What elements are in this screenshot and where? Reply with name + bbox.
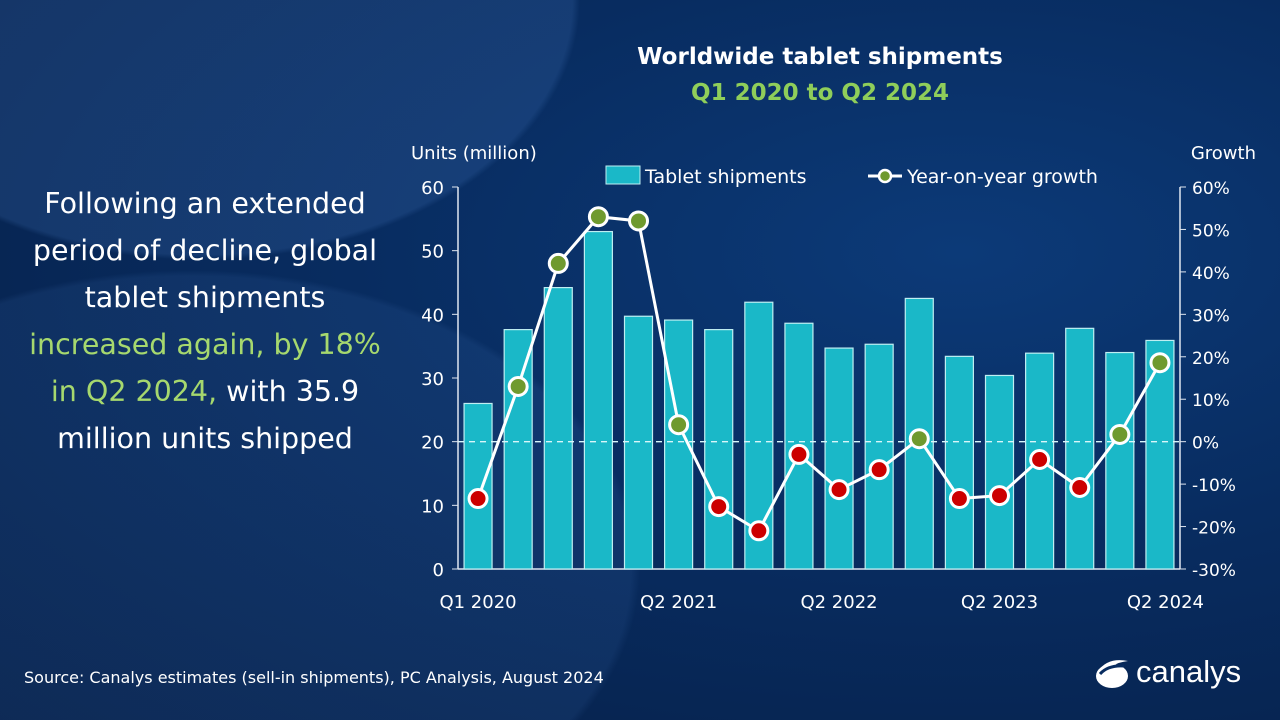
source-note: Source: Canalys estimates (sell-in shipm… [24, 668, 604, 687]
bar-q2-2020 [503, 329, 533, 570]
right-tick-label: 40% [1192, 264, 1230, 284]
growth-point-q2-2022 [828, 479, 850, 501]
headline-highlight: increased again, by 18% in Q2 2024, [29, 328, 381, 408]
right-tick-label: -10% [1192, 476, 1236, 496]
right-tick-label: 60% [1192, 179, 1230, 199]
growth-point-q3-2023 [1029, 448, 1051, 470]
chart-subtitle: Q1 2020 to Q2 2024 [691, 80, 949, 106]
bar-q2-2022 [824, 347, 854, 570]
growth-point-q2-2024 [1149, 352, 1171, 374]
legend-bar-swatch [605, 165, 641, 185]
bar-q1-2021 [623, 315, 654, 570]
growth-point-q2-2020 [507, 375, 529, 397]
growth-point-q4-2022 [908, 428, 930, 450]
growth-point-q1-2021 [628, 210, 649, 232]
growth-point-q1-2024 [1109, 423, 1131, 445]
right-tick-label: 30% [1192, 306, 1230, 326]
growth-point-q1-2020 [467, 488, 489, 510]
right-tick-label: 10% [1192, 391, 1230, 411]
headline-text: Following an extended period of decline,… [20, 180, 390, 462]
x-tick-label: Q1 2020 [439, 592, 516, 613]
x-tick-label: Q2 2021 [640, 592, 717, 613]
growth-point-q2-2021 [668, 414, 690, 436]
bar-q1-2020 [463, 402, 493, 570]
x-tick-label: Q2 2022 [800, 592, 877, 613]
bar-q1-2024 [1105, 351, 1135, 570]
growth-line [476, 215, 1162, 533]
growth-point-q1-2023 [948, 488, 970, 510]
growth-point-q4-2021 [748, 520, 770, 542]
left-tick-label: 0 [433, 560, 444, 581]
growth-point-q4-2020 [587, 206, 609, 228]
bar-q3-2020 [543, 286, 573, 570]
bar-q4-2020 [583, 230, 613, 570]
right-tick-label: 20% [1192, 349, 1230, 369]
x-tick-label: Q2 2024 [1127, 592, 1204, 613]
growth-point-q3-2022 [868, 459, 890, 481]
right-tick-label: 0% [1192, 434, 1219, 454]
right-tick-label: -30% [1192, 561, 1236, 581]
x-tick-label: Q2 2023 [961, 592, 1038, 613]
left-tick-label: 30 [421, 369, 444, 390]
growth-point-q2-2023 [989, 485, 1010, 507]
logo-text: canalys [1136, 654, 1242, 689]
canalys-logo-icon [1096, 660, 1128, 688]
bar-q3-2021 [704, 329, 734, 570]
bar-q4-2023 [1065, 327, 1095, 570]
left-tick-label: 50 [421, 242, 444, 263]
left-tick-label: 20 [421, 433, 444, 454]
legend-line-marker [877, 168, 893, 184]
legend-bar-label: Tablet shipments [644, 166, 807, 188]
bar-q2-2023 [984, 374, 1015, 570]
bar-q1-2023 [944, 355, 974, 570]
chart-title: Worldwide tablet shipments [637, 44, 1003, 70]
left-tick-label: 10 [421, 496, 444, 517]
headline-part2: with 35.9 million units shipped [57, 375, 360, 455]
canalys-logo: canalys [1094, 654, 1270, 690]
y-axis-label: Units (million) [411, 143, 537, 164]
right-tick-label: -20% [1192, 519, 1236, 539]
growth-point-q3-2021 [708, 496, 730, 518]
bar-q3-2022 [864, 343, 894, 570]
headline-part1: Following an extended period of decline,… [32, 187, 378, 314]
left-tick-label: 60 [421, 178, 444, 199]
bar-q2-2024 [1145, 339, 1175, 570]
legend-line-label: Year-on-year growth [906, 166, 1098, 188]
right-tick-label: 50% [1192, 221, 1230, 241]
left-tick-label: 40 [421, 305, 444, 326]
growth-point-q4-2023 [1069, 477, 1091, 499]
growth-point-q1-2022 [788, 443, 810, 465]
growth-point-q3-2020 [547, 252, 569, 274]
y2-axis-label: Growth [1191, 143, 1256, 164]
